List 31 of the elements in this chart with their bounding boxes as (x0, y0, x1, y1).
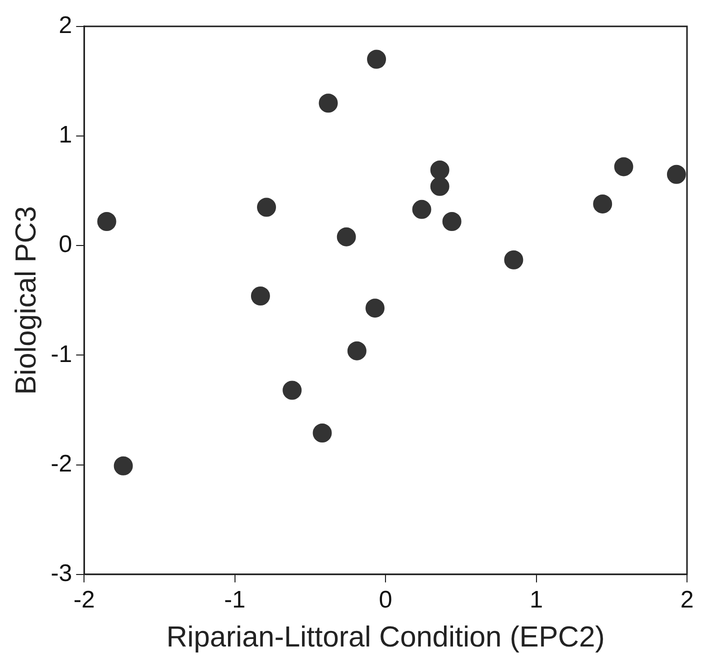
x-axis-title: Riparian-Littoral Condition (EPC2) (166, 622, 605, 654)
point (593, 194, 612, 214)
x-tick-label: -1 (224, 586, 246, 614)
point (504, 250, 524, 270)
point (666, 164, 686, 184)
point (430, 160, 450, 180)
point (412, 200, 432, 219)
y-tick-label: 2 (58, 12, 72, 40)
x-tick-label: 2 (680, 586, 694, 614)
x-tick-label: 0 (378, 586, 392, 614)
point (282, 380, 302, 400)
y-tick-label: 0 (58, 231, 72, 258)
point (257, 198, 276, 217)
y-tick-label: -1 (50, 340, 72, 368)
point (318, 94, 338, 113)
y-tick-label: 1 (58, 122, 72, 149)
y-tick-label: -2 (50, 450, 72, 478)
point (347, 341, 366, 360)
point (250, 286, 270, 306)
point (367, 50, 386, 69)
point (442, 212, 462, 231)
point (97, 212, 116, 231)
point (366, 298, 385, 318)
point (114, 456, 133, 476)
point (336, 227, 356, 246)
y-tick-label: -3 (50, 560, 72, 588)
point (430, 176, 450, 196)
y-axis-title: Biological PC3 (10, 206, 42, 395)
point (312, 424, 332, 443)
x-tick-label: 1 (530, 586, 543, 614)
point (614, 157, 634, 176)
